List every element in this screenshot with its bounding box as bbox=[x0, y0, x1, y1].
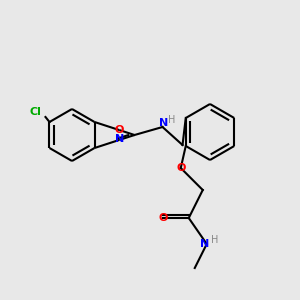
Text: O: O bbox=[115, 125, 124, 135]
Text: H: H bbox=[168, 115, 175, 125]
Text: Cl: Cl bbox=[29, 107, 41, 117]
Text: N: N bbox=[115, 134, 124, 144]
Text: H: H bbox=[211, 235, 218, 245]
Text: O: O bbox=[176, 163, 185, 173]
Text: N: N bbox=[200, 239, 209, 249]
Text: O: O bbox=[158, 213, 167, 223]
Text: N: N bbox=[159, 118, 168, 128]
